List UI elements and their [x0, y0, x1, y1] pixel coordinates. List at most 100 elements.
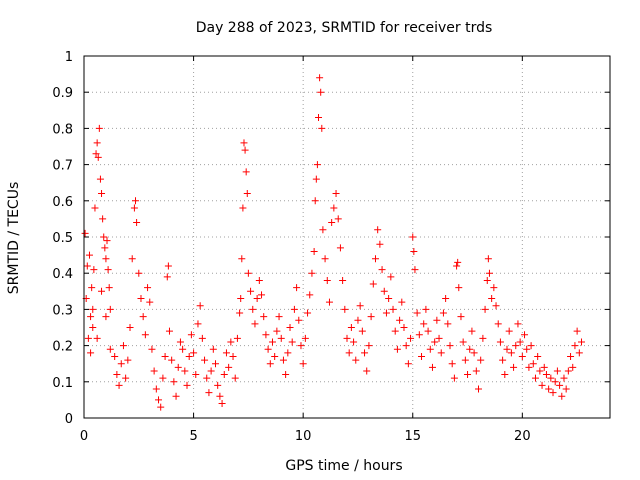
data-point — [103, 237, 111, 245]
data-point — [113, 371, 121, 379]
data-point — [446, 342, 454, 350]
data-point — [311, 197, 319, 205]
data-point — [205, 389, 213, 397]
data-point — [218, 400, 226, 408]
data-point — [510, 363, 518, 371]
data-point — [461, 356, 469, 364]
data-point — [529, 360, 537, 368]
data-point — [93, 334, 101, 342]
data-point — [102, 255, 110, 263]
data-point — [345, 349, 353, 357]
data-point — [239, 204, 247, 212]
data-point — [126, 324, 134, 331]
data-point — [266, 360, 274, 368]
data-point — [242, 168, 250, 176]
data-point — [96, 175, 104, 183]
data-point — [133, 219, 141, 227]
data-point — [313, 161, 321, 169]
data-point — [361, 349, 369, 357]
data-point — [542, 371, 550, 379]
data-point — [560, 374, 568, 382]
data-point — [431, 338, 439, 346]
x-tick-label: 10 — [295, 429, 312, 444]
data-point — [101, 244, 109, 252]
data-point — [475, 385, 482, 393]
data-point — [371, 255, 379, 263]
data-point — [477, 356, 485, 364]
data-point — [501, 371, 509, 379]
x-tick-label: 0 — [80, 429, 88, 444]
data-point — [389, 305, 397, 313]
data-point — [531, 374, 539, 382]
data-point — [174, 363, 182, 371]
data-point — [365, 342, 373, 350]
data-point — [93, 139, 101, 147]
data-point — [538, 381, 546, 389]
data-point — [479, 334, 487, 342]
data-point — [378, 266, 386, 274]
data-point — [553, 367, 561, 375]
data-point — [483, 276, 491, 284]
data-point — [562, 385, 570, 393]
data-point — [428, 363, 436, 371]
data-point — [468, 327, 476, 335]
data-point — [363, 367, 371, 375]
data-point — [243, 190, 251, 198]
data-point — [94, 153, 102, 161]
data-point — [87, 349, 95, 357]
data-point — [534, 352, 542, 360]
data-point — [328, 219, 336, 227]
data-point — [499, 356, 507, 364]
data-point — [220, 371, 228, 379]
data-point — [356, 302, 364, 310]
data-point — [466, 345, 474, 353]
data-point — [196, 302, 204, 310]
data-point — [164, 262, 172, 270]
data-point — [273, 327, 281, 335]
data-point — [391, 327, 399, 335]
data-point — [396, 316, 404, 324]
data-point — [507, 349, 515, 357]
data-point — [545, 385, 553, 393]
data-point — [201, 356, 209, 364]
y-tick-label: 0.9 — [52, 86, 73, 101]
data-point — [407, 334, 415, 342]
data-point — [332, 190, 340, 198]
data-point — [385, 295, 393, 303]
data-point — [470, 349, 478, 357]
data-point — [271, 352, 279, 360]
data-point — [347, 324, 355, 331]
data-point — [382, 309, 390, 317]
data-point — [453, 262, 461, 270]
data-point — [488, 295, 496, 303]
data-point — [402, 342, 410, 350]
data-point — [209, 345, 217, 353]
data-point — [284, 349, 292, 357]
data-point — [387, 273, 395, 281]
data-point — [503, 345, 511, 353]
data-point — [207, 367, 215, 375]
data-point — [558, 392, 566, 400]
data-point — [251, 320, 259, 328]
data-point — [444, 320, 452, 328]
data-point — [168, 356, 176, 364]
data-point — [288, 338, 296, 346]
data-point — [521, 331, 529, 339]
data-point — [354, 316, 362, 324]
data-point — [87, 313, 95, 321]
data-point — [301, 334, 309, 342]
data-point — [400, 324, 408, 331]
data-point — [323, 276, 331, 284]
data-point — [571, 342, 579, 350]
data-point — [358, 327, 366, 335]
data-point — [150, 367, 158, 375]
data-point — [575, 349, 583, 357]
data-point — [321, 255, 329, 263]
data-point — [304, 309, 312, 317]
data-point — [89, 324, 97, 331]
data-point — [573, 327, 581, 335]
data-point — [233, 334, 241, 342]
data-point — [410, 247, 418, 255]
data-point — [237, 295, 245, 303]
data-point — [418, 352, 426, 360]
